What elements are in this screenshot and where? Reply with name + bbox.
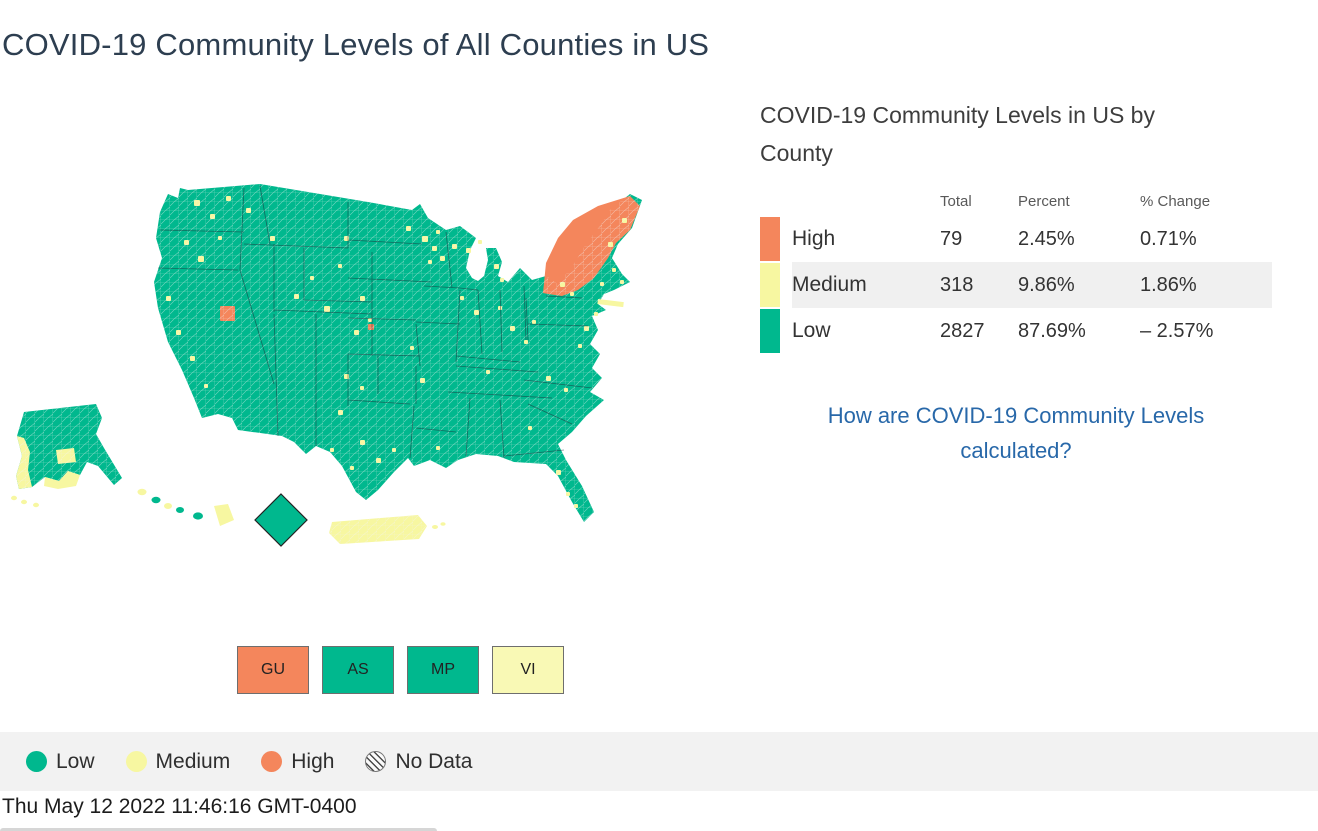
us-counties-map[interactable] [8,148,660,584]
legend-item-low: Low [26,750,95,774]
hawaii-island [176,507,184,513]
low-change-value: – 2.57% [1140,319,1214,342]
legend-label-medium: Medium [155,749,231,773]
hawaii-island [164,503,172,509]
hawaii-island [137,488,147,496]
medium-change-value: 1.86% [1140,262,1272,308]
hawaii-big-island [214,504,234,526]
mainland-region[interactable] [154,184,642,522]
territory-label-mp: MP [431,661,455,678]
no-data-hatch-icon [365,751,387,772]
medium-legend-icon [125,751,147,772]
territory-button-vi[interactable]: VI [492,646,564,694]
high-percent-value: 2.45% [1018,227,1075,250]
column-header-change: % Change [1140,192,1211,210]
territory-buttons: GU AS MP VI [237,646,564,694]
puerto-rico-region[interactable] [329,515,446,544]
high-level-label: High [792,227,836,250]
hawaii-island [151,496,161,504]
legend-item-nodata: No Data [365,750,472,774]
page-title: COVID-19 Community Levels of All Countie… [2,26,710,62]
hawaii-region[interactable] [137,488,235,526]
legend-label-low: Low [56,749,95,773]
legend-bar: Low Medium High No Data [0,732,1318,791]
legend-item-high: High [261,750,334,774]
territory-button-gu[interactable]: GU [237,646,309,694]
stats-row-high: High 79 2.45% 0.71% [760,216,1272,262]
medium-level-swatch [760,263,780,307]
territory-label-gu: GU [261,661,285,678]
high-total-value: 79 [940,227,963,250]
medium-percent-value: 9.86% [1018,262,1140,308]
medium-total-value: 318 [940,262,1018,308]
medium-level-label: Medium [792,262,940,308]
high-level-swatch [760,217,780,261]
vieques-island [432,525,438,529]
alaska-region[interactable] [11,404,122,508]
territory-label-as: AS [347,661,369,678]
stats-row-low: Low 2827 87.69% – 2.57% [760,308,1272,354]
column-header-percent: Percent [1018,192,1070,210]
legend-item-medium: Medium [125,749,231,774]
high-change-value: 0.71% [1140,227,1197,250]
legend-label-nodata: No Data [395,749,473,773]
virgin-island [440,522,446,526]
high-legend-icon [261,751,283,772]
stats-panel-title: COVID-19 Community Levels in US by Count… [760,102,1155,166]
puerto-rico-county-mesh [329,515,427,544]
legend-label-high: High [291,749,335,773]
low-level-label: Low [792,319,831,342]
low-level-swatch [760,309,780,353]
hawaii-island [193,512,203,520]
aleutian-island [21,499,27,505]
stats-panel: COVID-19 Community Levels in US by Count… [760,96,1272,468]
low-total-value: 2827 [940,319,985,342]
territory-label-vi: VI [520,661,536,678]
low-legend-icon [26,751,47,772]
community-levels-calculated-link[interactable]: How are COVID-19 Community Levels calcul… [827,403,1205,463]
state-borders [157,185,593,459]
column-header-total: Total [940,192,972,210]
aleutian-island [11,495,17,501]
low-percent-value: 87.69% [1018,319,1086,342]
dc-inset-diamond[interactable] [254,493,308,547]
territory-button-as[interactable]: AS [322,646,394,694]
cropped-element-edge [0,828,437,831]
alaska-county-mesh [16,404,122,489]
timestamp: Thu May 12 2022 11:46:16 GMT-0400 [2,795,357,818]
us-counties-map-svg[interactable] [8,148,660,584]
alaska-medium-south [44,471,80,489]
long-island [597,299,624,308]
county-borders-mesh [154,184,642,522]
territory-button-mp[interactable]: MP [407,646,479,694]
calculation-link-wrap: How are COVID-19 Community Levels calcul… [760,398,1272,468]
stats-row-medium: Medium 318 9.86% 1.86% [760,262,1272,308]
aleutian-island [33,502,39,508]
stats-table-header: Total Percent % Change [760,186,1272,216]
